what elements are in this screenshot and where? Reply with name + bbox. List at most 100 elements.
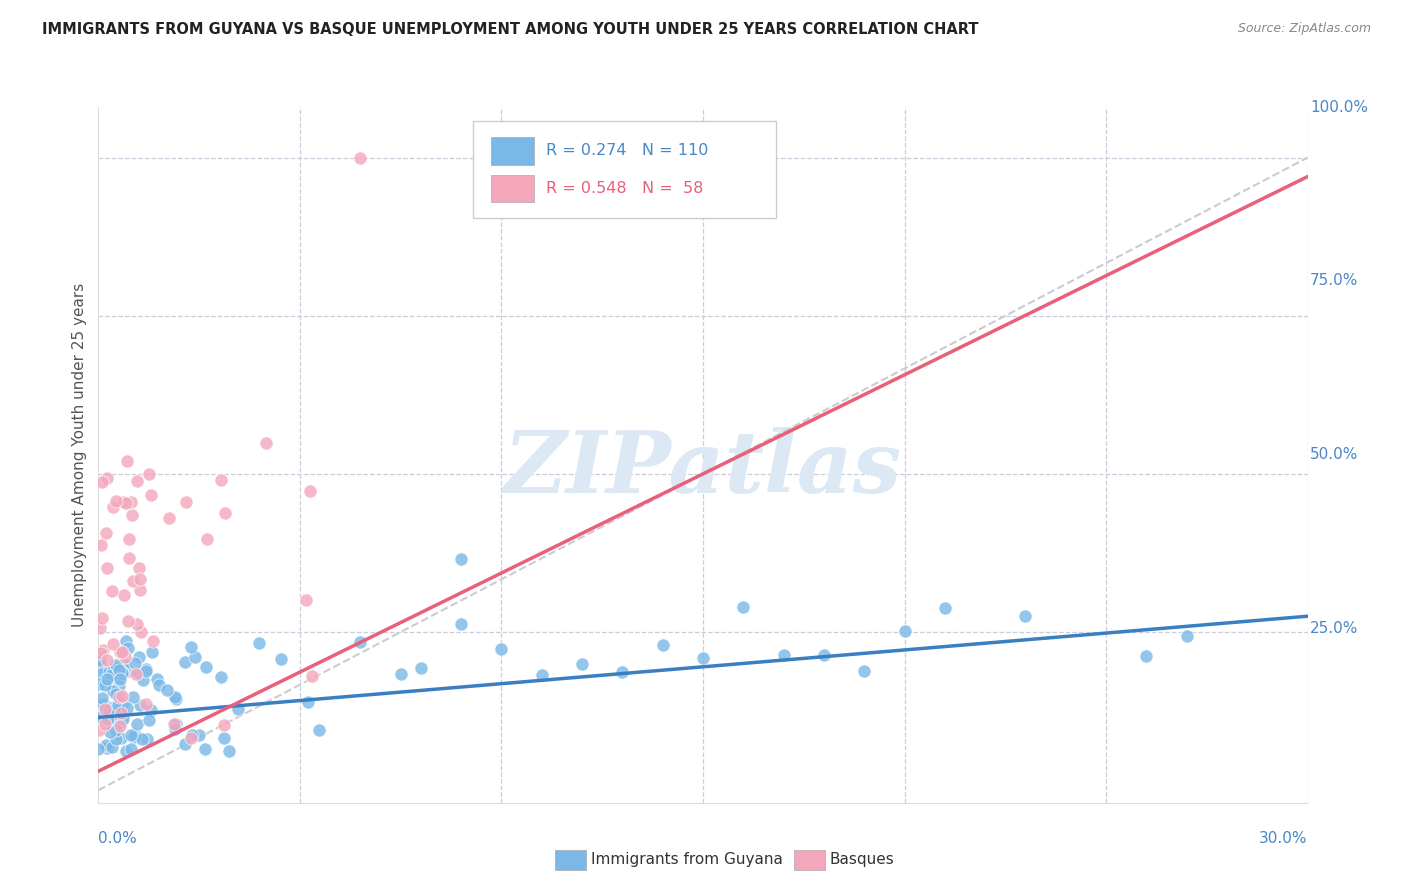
Point [128, 583, 150, 598]
Point [114, 633, 136, 648]
Point [247, 636, 270, 650]
Text: Source: ZipAtlas.com: Source: ZipAtlas.com [1237, 22, 1371, 36]
Point [96, 673, 118, 687]
Point [813, 648, 835, 662]
FancyBboxPatch shape [474, 121, 776, 219]
Point [112, 712, 135, 726]
Point [107, 661, 129, 675]
Point [117, 641, 139, 656]
Y-axis label: Unemployment Among Youth under 25 years: Unemployment Among Youth under 25 years [72, 283, 87, 627]
Point [308, 723, 330, 738]
Text: 25.0%: 25.0% [1310, 622, 1358, 636]
Point [349, 151, 371, 165]
Point [148, 678, 170, 692]
Point [117, 533, 139, 547]
Point [139, 703, 162, 717]
Point [120, 728, 142, 742]
Point [94, 716, 117, 731]
Point [90, 710, 112, 724]
Point [491, 642, 513, 657]
Point [163, 722, 186, 736]
Point [111, 665, 134, 679]
Text: 30.0%: 30.0% [1260, 830, 1308, 846]
Point [135, 662, 157, 676]
Point [96, 561, 118, 575]
Point [128, 561, 150, 575]
Point [131, 731, 153, 746]
Point [124, 728, 146, 742]
Point [98, 665, 121, 679]
Point [91, 697, 114, 711]
Point [91, 611, 114, 625]
Point [165, 690, 187, 704]
Point [108, 664, 131, 678]
Point [132, 673, 155, 687]
Point [162, 717, 184, 731]
Point [187, 728, 209, 742]
Point [389, 666, 412, 681]
Point [101, 684, 124, 698]
Point [103, 636, 125, 650]
Point [254, 435, 277, 450]
Point [94, 525, 117, 540]
Point [214, 506, 236, 520]
Point [124, 657, 146, 671]
Point [112, 588, 135, 602]
Point [89, 621, 111, 635]
Point [117, 614, 139, 628]
Point [772, 648, 794, 663]
Point [409, 661, 432, 675]
Point [157, 510, 180, 524]
Point [94, 738, 117, 752]
Point [135, 665, 157, 679]
Point [121, 508, 143, 522]
Point [91, 475, 114, 490]
Point [120, 495, 142, 509]
Point [295, 593, 318, 607]
Point [93, 643, 115, 657]
Point [692, 650, 714, 665]
FancyBboxPatch shape [492, 175, 534, 202]
Point [138, 467, 160, 482]
Point [90, 646, 112, 660]
Point [298, 484, 321, 499]
Point [212, 718, 235, 732]
Point [96, 741, 118, 756]
Point [129, 624, 152, 639]
Point [105, 687, 128, 701]
Text: 50.0%: 50.0% [1310, 448, 1358, 462]
Point [136, 731, 159, 746]
Point [110, 672, 132, 686]
Point [129, 572, 152, 586]
Point [94, 702, 117, 716]
Point [108, 702, 131, 716]
Point [1135, 649, 1157, 664]
Point [89, 723, 111, 738]
Point [97, 712, 120, 726]
Point [96, 653, 118, 667]
Point [226, 702, 249, 716]
Point [174, 737, 197, 751]
Point [128, 698, 150, 713]
Point [214, 731, 236, 745]
Point [110, 731, 132, 746]
Point [111, 647, 134, 661]
Point [87, 741, 110, 756]
Point [141, 645, 163, 659]
Point [450, 552, 472, 566]
Point [103, 663, 125, 677]
Point [127, 665, 149, 679]
Point [114, 744, 136, 758]
Point [107, 679, 129, 693]
Point [114, 650, 136, 665]
Point [209, 474, 232, 488]
Point [110, 714, 132, 729]
Text: 75.0%: 75.0% [1310, 274, 1358, 288]
Text: Basques: Basques [830, 853, 894, 867]
Point [450, 616, 472, 631]
Point [100, 668, 122, 682]
Point [181, 728, 204, 742]
Text: ZIPatlas: ZIPatlas [503, 427, 903, 510]
Point [103, 683, 125, 698]
Point [101, 500, 124, 514]
